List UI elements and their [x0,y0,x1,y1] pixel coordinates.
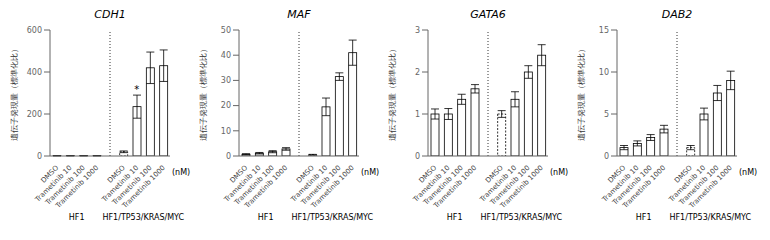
svg-text:Trametinib 1000: Trametinib 1000 [242,164,289,211]
svg-text:30: 30 [221,76,231,85]
svg-text:*: * [134,84,139,95]
svg-text:DMSO: DMSO [673,163,694,185]
svg-text:DMSO: DMSO [295,163,316,185]
html-text:DAB2: DAB2 [661,8,693,21]
html-text:GATA6: GATA6 [470,8,506,21]
svg-text:遺伝子発現量（標準化比）: 遺伝子発現量（標準化比） [388,45,397,141]
svg-text:DMSO: DMSO [228,163,250,185]
svg-text:5: 5 [604,110,609,119]
html-text:HF1: HF1 [446,213,463,222]
svg-text:20: 20 [221,101,231,110]
svg-text:遺伝子発現量（標準化比）: 遺伝子発現量（標準化比） [577,45,586,141]
svg-text:600: 600 [27,26,42,35]
svg-text:200: 200 [27,110,42,119]
svg-text:15: 15 [599,26,609,35]
html-text:CDH1: CDH1 [94,8,126,21]
html-text:(nM): (nM) [550,168,569,177]
svg-text:遺伝子発現量（標準化比）: 遺伝子発現量（標準化比） [199,45,208,141]
svg-text:DMSO: DMSO [417,163,439,185]
svg-text:10: 10 [221,127,231,136]
html-text:MAF: MAF [287,8,311,21]
html-text:HF1/TP53/KRAS/MYC: HF1/TP53/KRAS/MYC [480,213,563,222]
svg-text:Trametinib 1000: Trametinib 1000 [431,164,478,211]
svg-text:0: 0 [226,152,231,161]
svg-text:0: 0 [415,152,420,161]
svg-text:遺伝子発現量（標準化比）: 遺伝子発現量（標準化比） [10,45,19,141]
html-text:(nM): (nM) [172,168,191,177]
svg-text:Trametinib 1000: Trametinib 1000 [620,164,667,211]
html-text:HF1/TP53/KRAS/MYC: HF1/TP53/KRAS/MYC [291,213,374,222]
html-text:HF1: HF1 [635,213,652,222]
svg-text:DMSO: DMSO [106,163,127,185]
html-text:(nM): (nM) [739,168,758,177]
svg-text:1: 1 [415,110,420,119]
svg-text:40: 40 [221,51,231,60]
svg-text:0: 0 [37,152,42,161]
svg-text:400: 400 [27,68,42,77]
svg-text:Trametinib 1000: Trametinib 1000 [687,164,734,211]
svg-text:Trametinib 1000: Trametinib 1000 [498,164,545,211]
svg-text:3: 3 [415,26,420,35]
svg-text:DMSO: DMSO [606,163,628,185]
svg-text:10: 10 [599,68,609,77]
svg-text:Trametinib 1000: Trametinib 1000 [53,164,100,211]
html-text:HF1: HF1 [257,213,274,222]
svg-text:Trametinib 1000: Trametinib 1000 [309,164,356,211]
svg-text:2: 2 [415,68,420,77]
html-text:HF1/TP53/KRAS/MYC: HF1/TP53/KRAS/MYC [102,213,185,222]
html-text:HF1/TP53/KRAS/MYC: HF1/TP53/KRAS/MYC [669,213,752,222]
svg-text:50: 50 [221,26,231,35]
svg-text:Trametinib 1000: Trametinib 1000 [120,164,167,211]
svg-text:DMSO: DMSO [484,163,505,185]
html-text:HF1: HF1 [68,213,85,222]
svg-text:DMSO: DMSO [39,163,61,185]
svg-text:0: 0 [604,152,609,161]
html-text:(nM): (nM) [361,168,380,177]
